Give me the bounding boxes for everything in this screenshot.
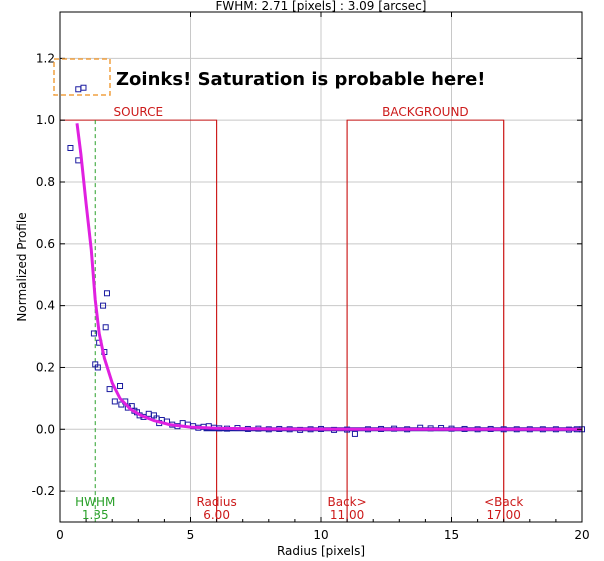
data-point	[106, 386, 113, 393]
saturated-point	[80, 84, 87, 91]
y-axis-title: Normalized Profile	[15, 212, 29, 321]
y-tick-label: 1.2	[36, 51, 55, 65]
fit-curve	[75, 123, 582, 431]
marker-label: Radius	[196, 495, 236, 509]
y-tick-label: 0.4	[36, 299, 55, 313]
x-tick-label: 15	[444, 528, 459, 542]
data-point	[90, 330, 97, 337]
y-tick-label: 1.0	[36, 113, 55, 127]
data-point	[111, 398, 118, 405]
saturation-highlight-box	[53, 58, 111, 96]
data-point	[351, 430, 358, 437]
marker-value: 1.35	[82, 508, 109, 522]
axes: 0 5 10 15 20 -0.2 0.0 0.2 0.4 0.6 0.8 1.0 1.2	[32, 12, 590, 542]
data-point	[94, 364, 101, 371]
saturation-annotation: Zoinks! Saturation is probable here!	[116, 69, 486, 90]
x-axis-title: Radius [pixels]	[277, 544, 365, 558]
data-point	[103, 290, 110, 297]
marker-label: HWHM	[75, 495, 115, 509]
marker-label: <Back	[484, 495, 523, 509]
x-tick-label: 10	[313, 528, 328, 542]
marker-value: 6.00	[203, 508, 230, 522]
y-tick-label: 0.6	[36, 237, 55, 251]
y-tick-label: 0.8	[36, 175, 55, 189]
chart-title: FWHM: 2.71 [pixels] : 3.09 [arcsec]	[216, 0, 427, 13]
y-tick-label: -0.2	[32, 484, 55, 498]
data-point	[67, 145, 74, 151]
marker-value: 17.00	[487, 508, 521, 522]
marker-value: 11.00	[330, 508, 364, 522]
data-point	[118, 401, 125, 408]
data-point	[102, 324, 109, 331]
x-tick-label: 20	[574, 528, 589, 542]
x-tick-label: 5	[187, 528, 195, 542]
marker-label: Back>	[328, 495, 367, 509]
y-tick-label: 0.0	[36, 422, 55, 436]
x-tick-label: 0	[56, 528, 64, 542]
region-label: SOURCE	[114, 105, 164, 119]
data-series	[67, 84, 585, 437]
data-point	[100, 302, 107, 309]
data-point	[117, 383, 124, 389]
y-tick-label: 0.2	[36, 360, 55, 374]
region-label: BACKGROUND	[382, 105, 469, 119]
